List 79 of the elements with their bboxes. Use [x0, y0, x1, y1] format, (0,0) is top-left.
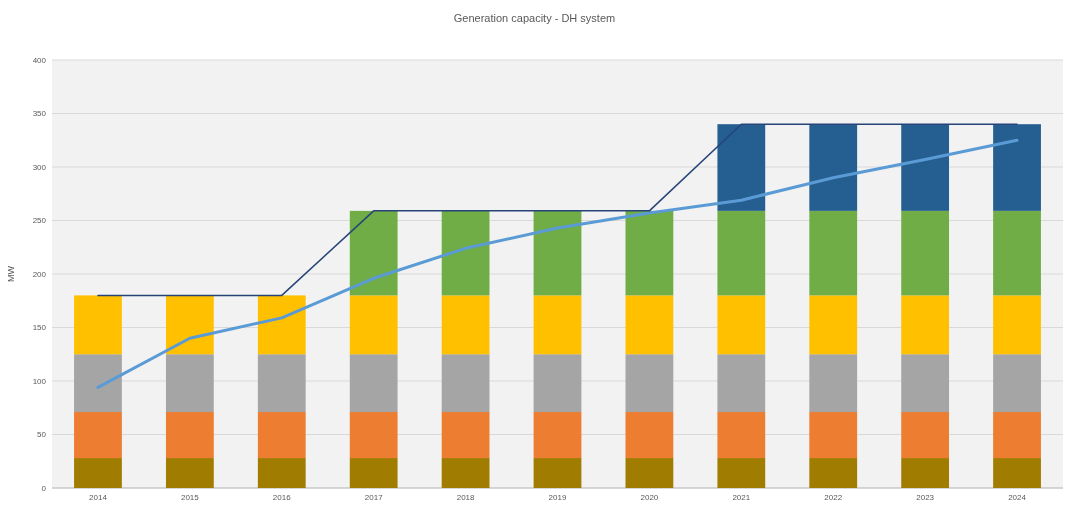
bar — [901, 295, 950, 355]
bar — [625, 295, 674, 355]
bar — [533, 412, 582, 459]
bar — [809, 354, 858, 413]
bar — [717, 458, 766, 488]
x-tick-label: 2022 — [824, 493, 843, 502]
y-axis-title: MW — [6, 265, 16, 282]
y-tick-label: 50 — [37, 430, 47, 440]
x-tick-label: 2021 — [732, 493, 751, 502]
bar — [349, 412, 398, 459]
bar — [625, 412, 674, 459]
x-tick-label: 2019 — [548, 493, 567, 502]
y-tick-label: 0 — [41, 483, 47, 493]
bar — [625, 210, 674, 296]
x-tick-label: 2018 — [456, 493, 476, 502]
x-tick-label: 2016 — [272, 493, 292, 502]
bar — [257, 412, 306, 459]
bar — [257, 295, 306, 355]
x-tick-label: 2023 — [916, 493, 935, 502]
y-tick-label: 300 — [32, 162, 47, 172]
bar — [165, 458, 214, 488]
bar — [717, 210, 766, 296]
bar — [533, 354, 582, 413]
bar — [74, 458, 122, 488]
bar — [257, 458, 306, 488]
bar — [901, 354, 950, 413]
y-tick-label: 100 — [32, 376, 47, 386]
bar — [349, 210, 398, 296]
bar — [993, 210, 1041, 296]
bar — [993, 295, 1041, 355]
bar — [349, 354, 398, 413]
bar — [441, 210, 490, 296]
x-tick-label: 2020 — [640, 493, 659, 502]
bar — [993, 124, 1041, 211]
bar — [901, 210, 950, 296]
bar — [901, 458, 950, 488]
bar — [441, 354, 490, 413]
bar — [349, 295, 398, 355]
bar — [625, 458, 674, 488]
x-tick-label: 2014 — [89, 493, 108, 502]
bar — [901, 124, 950, 211]
bar — [257, 354, 306, 413]
bar — [441, 412, 490, 459]
y-tick-label: 200 — [32, 269, 47, 279]
bar — [809, 412, 858, 459]
bar — [717, 354, 766, 413]
bar — [74, 354, 122, 413]
chart-title: Generation capacity - DH system — [453, 12, 616, 24]
bar — [901, 412, 950, 459]
bar — [717, 412, 766, 459]
y-tick-label: 350 — [32, 109, 47, 119]
bar — [809, 295, 858, 355]
bar — [165, 354, 214, 413]
bar — [165, 412, 214, 459]
bar — [809, 210, 858, 296]
bar — [533, 210, 582, 296]
y-tick-label: 150 — [32, 323, 47, 333]
bar — [74, 412, 122, 459]
y-tick-label: 250 — [32, 216, 47, 226]
bar — [809, 458, 858, 488]
bar — [993, 354, 1041, 413]
bar — [441, 295, 490, 355]
bar — [809, 124, 858, 211]
bar — [993, 458, 1041, 488]
bar — [165, 295, 214, 355]
bar — [717, 124, 766, 211]
bar — [993, 412, 1041, 459]
x-tick-label: 2024 — [1008, 493, 1027, 502]
bar — [74, 295, 122, 355]
bar — [349, 458, 398, 488]
x-tick-label: 2015 — [180, 493, 200, 502]
bar — [533, 295, 582, 355]
bar — [533, 458, 582, 488]
bar — [625, 354, 674, 413]
bar — [717, 295, 766, 355]
line-series — [96, 138, 1019, 389]
bar — [441, 458, 490, 488]
x-tick-label: 2017 — [364, 493, 384, 502]
y-tick-label: 400 — [32, 55, 47, 65]
